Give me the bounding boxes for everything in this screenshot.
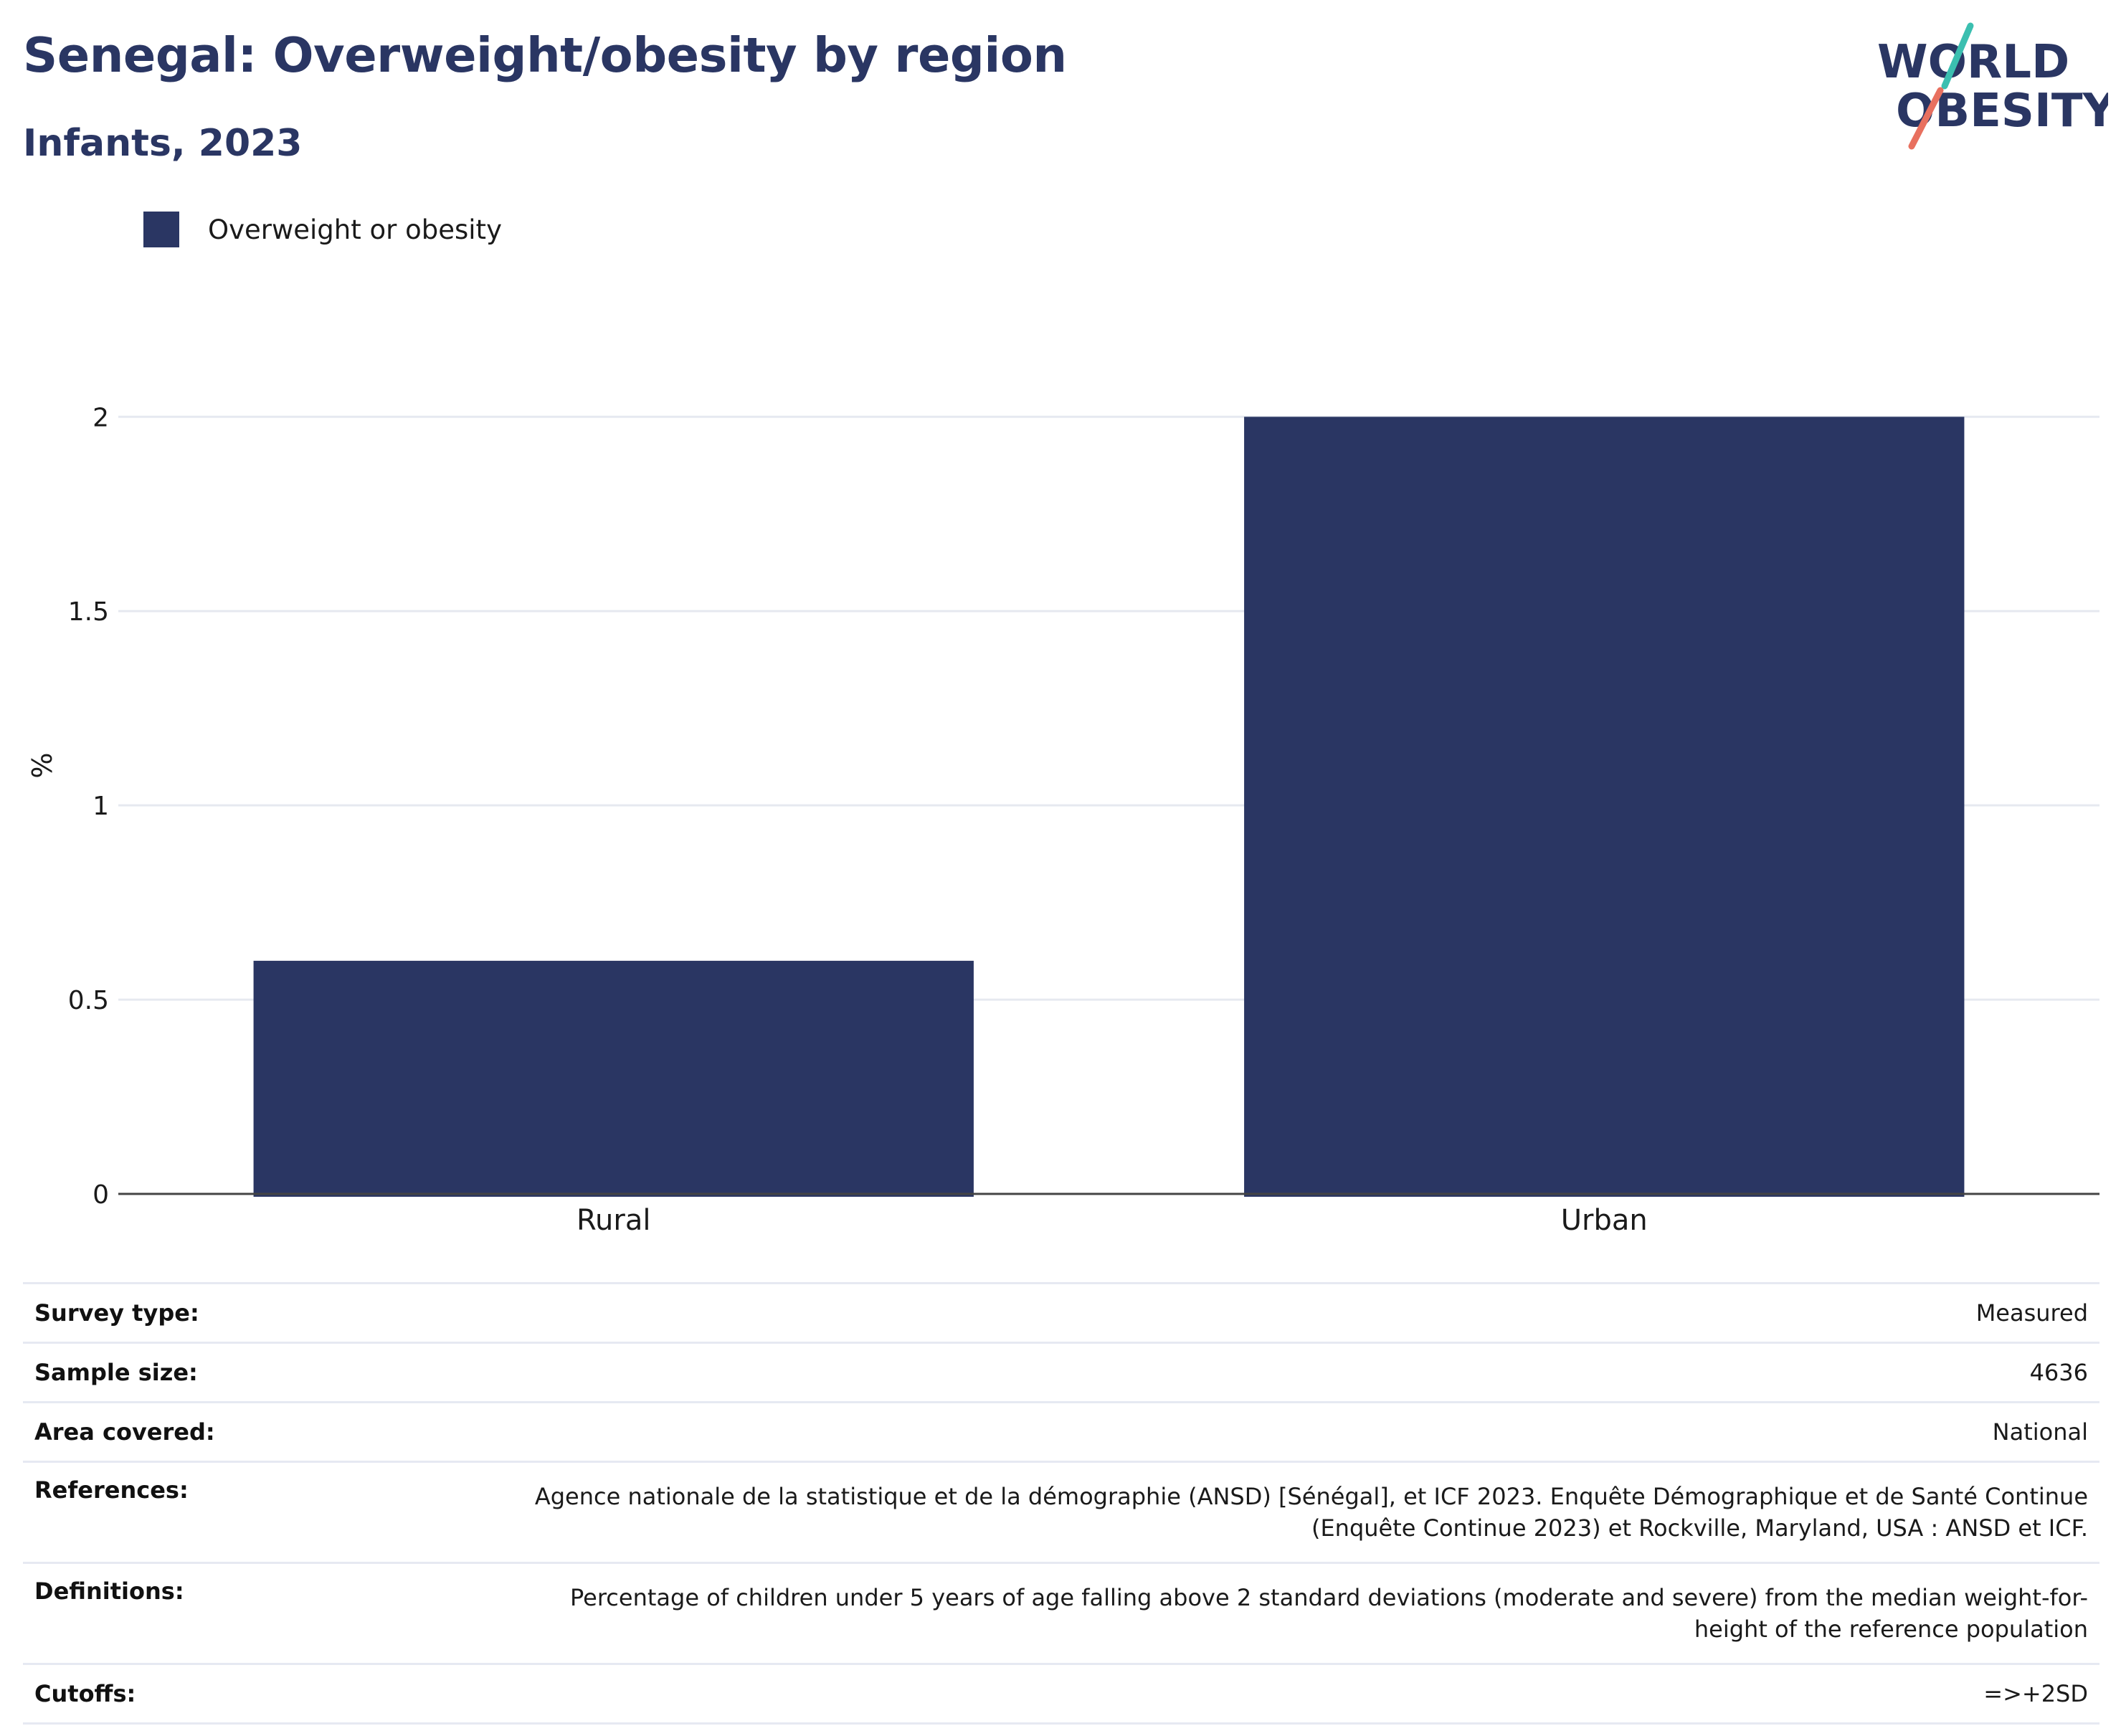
details-value: Percentage of children under 5 years of … [505,1562,2099,1664]
details-value: Measured [505,1282,2099,1343]
bars [253,417,1965,1197]
bar-urban [1244,417,1965,1197]
world-obesity-logo: WORLD OBESITY [1877,22,2108,150]
bar-chart: 0 0.5 1 1.5 2 Rural Urban % [27,403,2099,1237]
details-value: =>+2SD [505,1663,2099,1725]
details-value: Agence nationale de la statistique et de… [505,1461,2099,1563]
x-tick-labels: Rural Urban [576,1204,1648,1237]
details-row: Definitions: Percentage of children under… [23,1562,2099,1664]
logo-slash-top [1941,22,1974,90]
y-tick-labels: 0 0.5 1 1.5 2 [68,403,109,1210]
x-tick-label: Rural [576,1204,650,1237]
details-row: Sample size: 4636 [23,1342,2099,1403]
details-value: 4636 [505,1342,2099,1403]
chart-subtitle: Infants, 2023 [23,122,303,165]
details-table: Survey type: Measured Sample size: 4636 Area… [23,1282,2099,1725]
y-tick-label: 1.5 [68,597,109,627]
chart-title: Senegal: Overweight/obesity by region [23,27,1067,83]
legend: Overweight or obesity [143,212,502,247]
legend-swatch [143,212,179,247]
y-axis-label: % [27,752,58,778]
bar-rural [253,960,974,1197]
legend-label: Overweight or obesity [208,214,502,245]
logo-slash-bottom [1908,87,1944,150]
y-tick-label: 0 [92,1180,109,1210]
details-label: References: [23,1461,505,1563]
x-tick-label: Urban [1561,1204,1648,1237]
y-tick-label: 1 [92,792,109,821]
y-tick-label: 0.5 [68,986,109,1015]
details-label: Definitions: [23,1562,505,1664]
details-label: Sample size: [23,1342,505,1403]
details-label: Survey type: [23,1282,505,1343]
details-row: Area covered: National [23,1401,2099,1462]
logo-line-1: WORLD [1877,36,2069,89]
details-label: Cutoffs: [23,1663,505,1725]
y-tick-label: 2 [92,403,109,432]
details-row: Survey type: Measured [23,1282,2099,1343]
details-row: Cutoffs: =>+2SD [23,1663,2099,1725]
details-value: National [505,1401,2099,1462]
details-label: Area covered: [23,1401,505,1462]
details-row: References: Agence nationale de la statis… [23,1461,2099,1563]
